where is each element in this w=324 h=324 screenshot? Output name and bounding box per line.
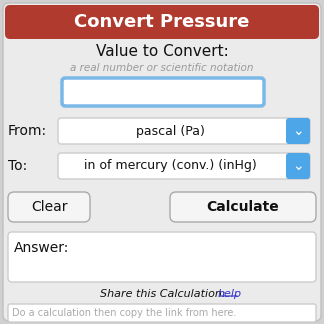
FancyBboxPatch shape xyxy=(62,78,264,106)
FancyBboxPatch shape xyxy=(8,304,316,322)
Text: in of mercury (conv.) (inHg): in of mercury (conv.) (inHg) xyxy=(84,159,256,172)
Text: Do a calculation then copy the link from here.: Do a calculation then copy the link from… xyxy=(12,308,237,318)
Text: Calculate: Calculate xyxy=(207,200,279,214)
Text: Share this Calculation:: Share this Calculation: xyxy=(100,289,229,299)
FancyBboxPatch shape xyxy=(58,118,310,144)
FancyBboxPatch shape xyxy=(286,153,310,179)
FancyBboxPatch shape xyxy=(8,232,316,282)
Text: pascal (Pa): pascal (Pa) xyxy=(135,124,204,137)
FancyBboxPatch shape xyxy=(286,118,310,144)
Text: From:: From: xyxy=(8,124,47,138)
Text: To:: To: xyxy=(8,159,27,173)
Text: Convert Pressure: Convert Pressure xyxy=(74,13,250,31)
Text: Value to Convert:: Value to Convert: xyxy=(96,44,228,60)
FancyBboxPatch shape xyxy=(5,5,319,39)
Text: help: help xyxy=(218,289,242,299)
FancyBboxPatch shape xyxy=(58,153,310,179)
FancyBboxPatch shape xyxy=(170,192,316,222)
Text: ⌄: ⌄ xyxy=(292,124,304,138)
Text: Clear: Clear xyxy=(31,200,67,214)
Text: ⌄: ⌄ xyxy=(292,159,304,173)
Text: Answer:: Answer: xyxy=(14,241,69,255)
FancyBboxPatch shape xyxy=(8,192,90,222)
Text: a real number or scientific notation: a real number or scientific notation xyxy=(70,63,254,73)
FancyBboxPatch shape xyxy=(3,3,321,321)
